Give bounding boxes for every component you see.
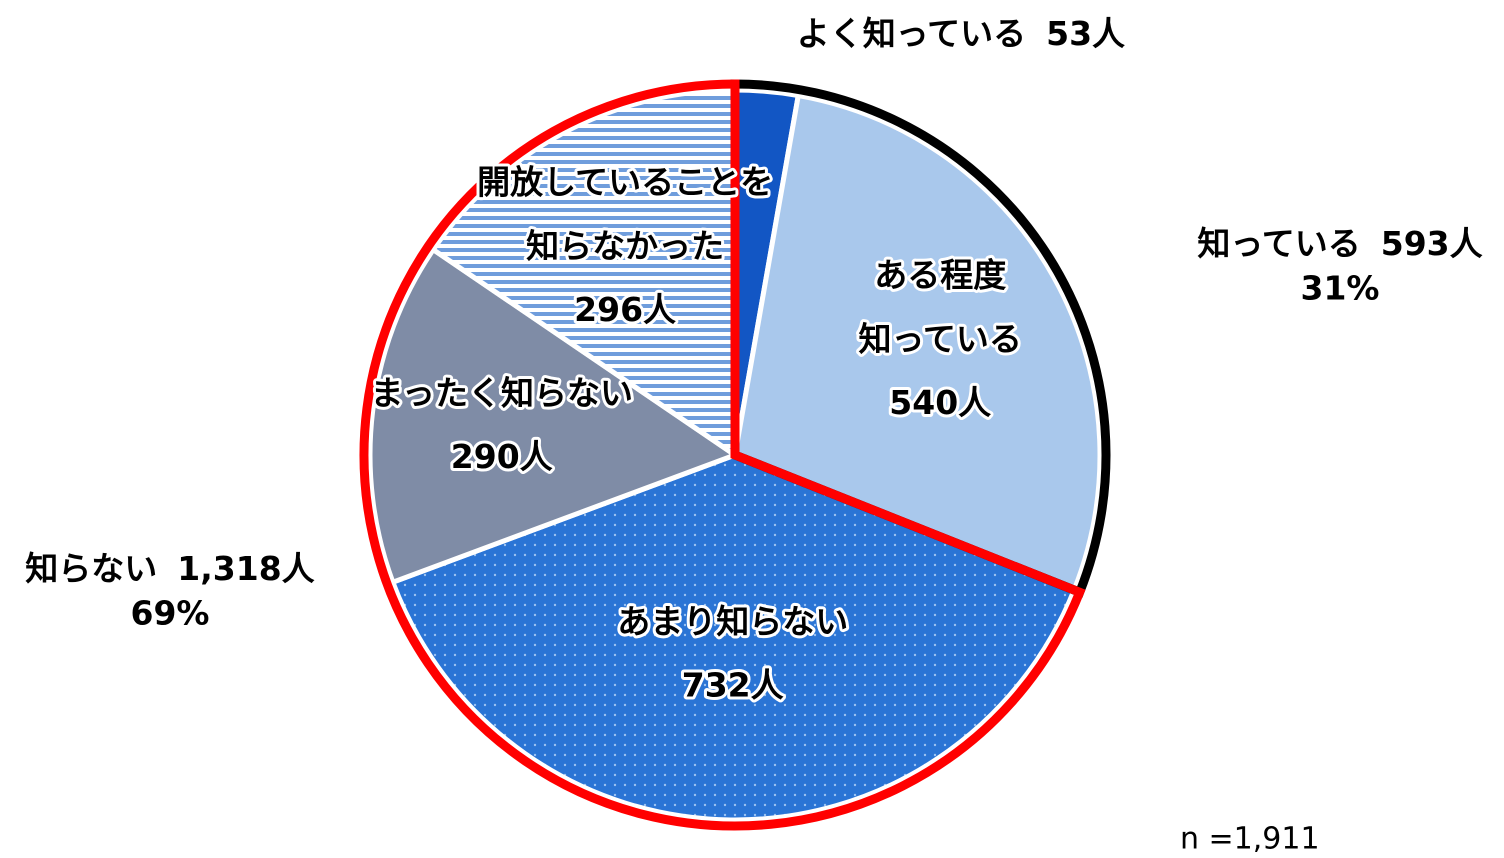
value-label: 732人 — [682, 665, 784, 704]
group-outline — [359, 79, 1086, 831]
group-share: 31% — [1301, 269, 1380, 308]
group-label: 知らない 1,318人 — [25, 549, 314, 588]
category-line: 開放していることを — [477, 162, 773, 201]
category-label: あまり知らない — [617, 601, 848, 640]
group-name: 知っている — [1197, 224, 1360, 263]
group-outline — [730, 79, 1111, 599]
value-label: 296人 — [574, 290, 676, 329]
pie-slice — [429, 87, 738, 460]
category-line: ある程度 — [874, 255, 1006, 294]
group-label: 知っている 593人 — [1197, 224, 1482, 263]
category-label: よく知っている — [797, 14, 1026, 53]
category-line: まったく知らない — [370, 373, 633, 412]
group-value: 593人 — [1381, 224, 1483, 263]
category-line: あまり知らない — [617, 601, 848, 640]
value-label: 540人 — [889, 383, 991, 422]
pie-slice — [732, 92, 1103, 594]
group-value: 1,318人 — [177, 549, 314, 588]
note: n =1,911 — [1180, 822, 1320, 857]
pie-slice — [367, 246, 741, 586]
value-label: 53人 — [1046, 14, 1125, 53]
value-label: 290人 — [451, 437, 553, 476]
group-name: 知らない — [25, 549, 157, 588]
group-share: 69% — [131, 594, 210, 633]
slice-label: よく知っている 53人 — [797, 14, 1125, 53]
category-label: まったく知らない — [370, 373, 633, 412]
category-line: 知らなかった — [526, 226, 724, 265]
category-line: 知っている — [859, 319, 1022, 358]
category-label: ある程度知っている — [859, 255, 1022, 358]
pie-slice — [389, 452, 1078, 823]
category-label: 開放していることを知らなかった — [477, 162, 773, 265]
